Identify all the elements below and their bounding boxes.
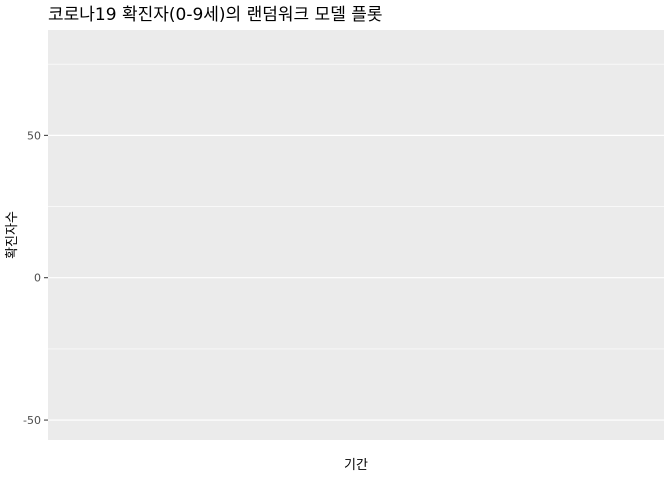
x-axis-title: 기간 — [344, 458, 368, 473]
y-tick-label: 50 — [27, 129, 41, 142]
y-axis: -50 0 50 — [23, 129, 48, 427]
chart-title: 코로나19 확진자(0-9세)의 랜덤워크 모델 플롯 — [48, 5, 383, 25]
grid-minor — [48, 63, 664, 350]
plot-panel — [48, 30, 664, 440]
y-tick-label: -50 — [23, 414, 41, 427]
grid-major — [48, 134, 664, 421]
y-axis-title: 확진자수 — [5, 211, 20, 259]
y-tick-label: 0 — [34, 272, 41, 285]
